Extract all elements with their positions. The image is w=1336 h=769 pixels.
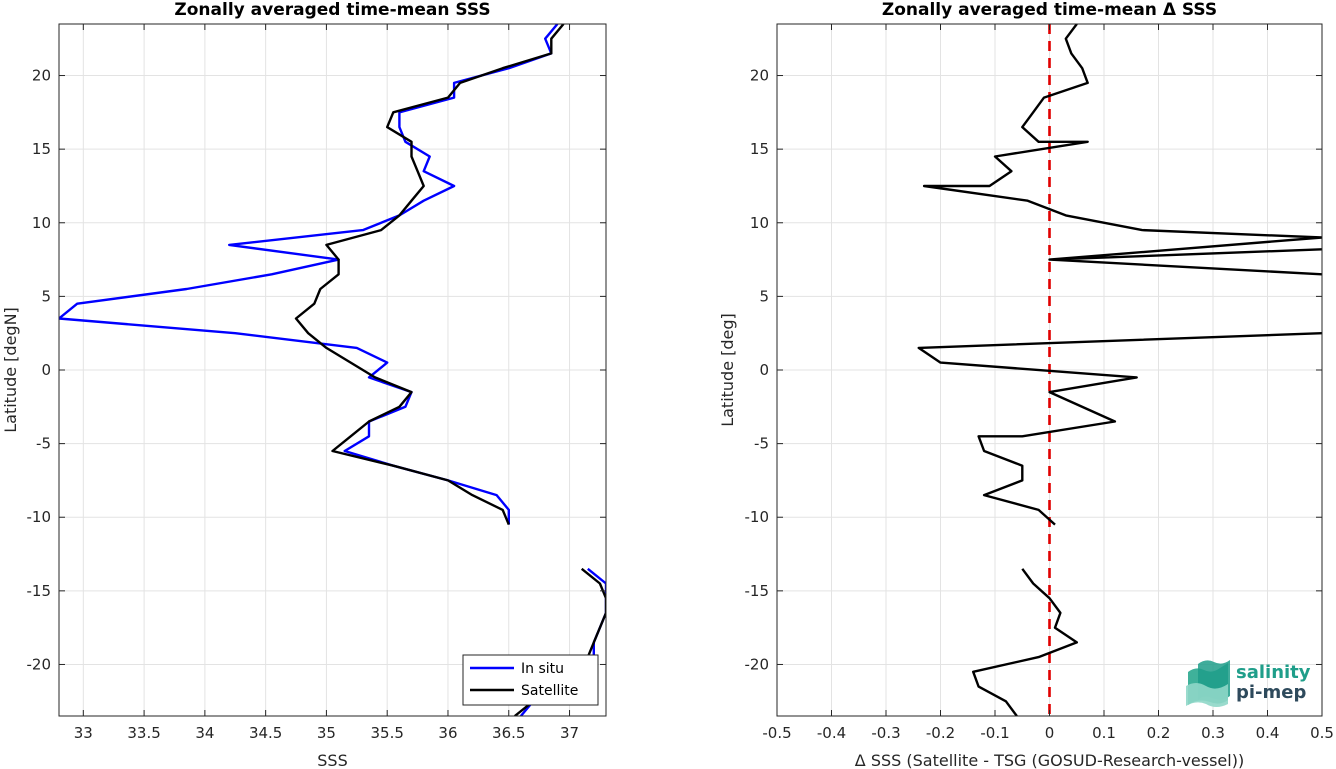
legend-label-satellite: Satellite (521, 683, 578, 699)
x-tick-label: 37 (560, 724, 579, 742)
x-tick-label: 0.4 (1256, 724, 1280, 742)
series-line--sss-segment-2 (972, 568, 1079, 716)
series-line--sss-segment-1 (917, 332, 1322, 526)
x-tick-label: -0.1 (980, 724, 1009, 742)
x-tick-label: 35 (317, 724, 336, 742)
y-tick-label: 10 (32, 214, 51, 232)
x-tick-label: 0 (1045, 724, 1055, 742)
right-y-axis-label: Latitude [deg] (718, 313, 737, 427)
legend-label-in-situ: In situ (521, 661, 564, 677)
right-panel: -0.5 -0.4 -0.3 -0.2 -0.1 0 0.1 0.2 0.3 0.4 0.5 -20 -… (718, 0, 1334, 769)
x-tick-label: 0.5 (1310, 724, 1334, 742)
right-chart-title: Zonally averaged time-mean Δ SSS (882, 0, 1217, 20)
right-series (917, 24, 1322, 716)
y-tick-label: -20 (745, 655, 770, 673)
left-y-axis-label: Latitude [degN] (1, 307, 20, 433)
left-chart-title: Zonally averaged time-mean SSS (174, 0, 490, 20)
y-tick-label: 5 (41, 287, 51, 305)
y-tick-label: 0 (41, 361, 51, 379)
series-line-satellite-segment-0 (294, 24, 565, 526)
y-tick-label: -20 (27, 655, 52, 673)
y-tick-label: 15 (750, 140, 769, 158)
x-tick-label: 33 (74, 724, 93, 742)
y-tick-label: -5 (36, 435, 51, 453)
right-ticks: -0.5 -0.4 -0.3 -0.2 -0.1 0 0.1 0.2 0.3 0.4 0.5 -20 -… (745, 24, 1334, 742)
y-tick-label: 20 (750, 67, 769, 85)
y-tick-label: -15 (27, 582, 52, 600)
x-tick-label: -0.2 (926, 724, 955, 742)
series-line-in-situ-segment-0 (59, 24, 559, 525)
y-tick-label: 10 (750, 214, 769, 232)
right-x-axis-label: Δ SSS (Satellite - TSG (GOSUD-Research-v… (855, 751, 1244, 769)
x-tick-label: 0.2 (1147, 724, 1171, 742)
left-panel: 33 33.5 34 34.5 35 35.5 36 36.5 37 -20 -15 -10 -5 0 5 1… (1, 0, 607, 769)
x-tick-label: 36 (438, 724, 457, 742)
x-tick-label: 0.3 (1201, 724, 1225, 742)
y-tick-label: -10 (27, 508, 52, 526)
x-tick-label: 33.5 (127, 724, 160, 742)
salinity-pi-mep-logo: salinity pi-mep (1186, 660, 1311, 707)
y-tick-label: 5 (759, 287, 769, 305)
legend-box (462, 654, 599, 706)
y-tick-label: -10 (745, 508, 770, 526)
x-tick-label: 34.5 (249, 724, 282, 742)
y-tick-label: 0 (759, 361, 769, 379)
x-tick-label: 35.5 (370, 724, 403, 742)
logo-text-pi-mep: pi-mep (1236, 682, 1306, 703)
y-tick-label: -15 (745, 582, 770, 600)
y-tick-label: 20 (32, 67, 51, 85)
x-tick-label: 0.1 (1092, 724, 1116, 742)
x-tick-label: 36.5 (492, 724, 525, 742)
left-grid (59, 24, 606, 716)
logo-text-salinity: salinity (1236, 662, 1311, 683)
x-tick-label: 34 (195, 724, 214, 742)
legend: In situ Satellite (462, 654, 599, 706)
x-tick-label: -0.3 (871, 724, 900, 742)
y-tick-label: -5 (754, 435, 769, 453)
x-tick-label: -0.4 (817, 724, 846, 742)
x-tick-label: -0.5 (762, 724, 791, 742)
left-x-axis-label: SSS (317, 751, 347, 769)
y-tick-label: 15 (32, 140, 51, 158)
logo-wave-icon (1186, 660, 1230, 707)
series-line--sss-segment-0 (922, 24, 1322, 276)
left-ticks: 33 33.5 34 34.5 35 35.5 36 36.5 37 -20 -15 -10 -5 0 5 1… (27, 24, 606, 742)
